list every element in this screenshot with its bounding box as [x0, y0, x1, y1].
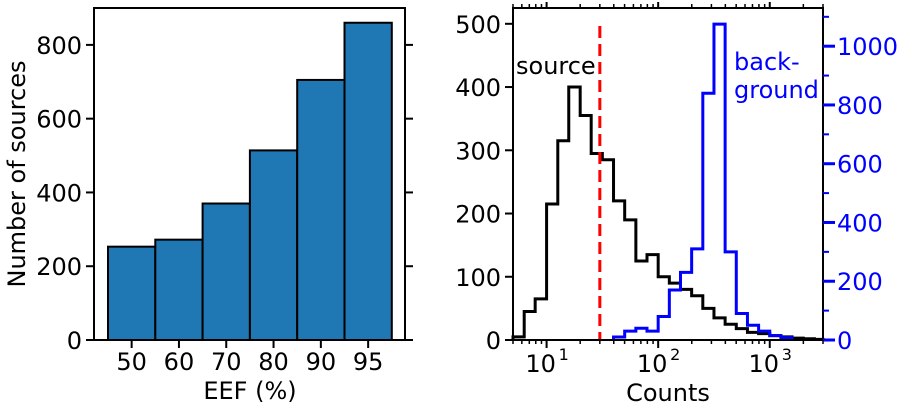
right-x-axis-label: Counts — [626, 379, 710, 407]
source-annotation: source — [516, 52, 596, 80]
right-left-y-ticks: 0 100 200 300 400 500 — [455, 11, 513, 355]
series-group — [511, 22, 825, 341]
y-tick-label: 800 — [36, 32, 82, 60]
x-tick-exponent: 1 — [559, 345, 569, 364]
y-tick-label: 400 — [36, 179, 82, 207]
bar — [154, 238, 204, 341]
x-tick-label: 90 — [306, 348, 337, 376]
x-tick-label: 10 — [637, 350, 668, 378]
x-tick-label: 50 — [116, 348, 147, 376]
left-x-ticks: 50 60 70 80 90 95 — [116, 340, 383, 376]
right-y-tick-label: 200 — [837, 268, 883, 296]
y-tick-label: 200 — [36, 253, 82, 281]
left-y-ticks: 0 200 400 600 800 — [36, 32, 413, 355]
bar — [248, 149, 299, 341]
background-annotation-line1: back- — [734, 48, 800, 76]
bar-group — [107, 21, 393, 342]
y-tick-label: 0 — [486, 327, 501, 355]
left-y-axis-label: Number of sources — [3, 60, 31, 287]
right-x-ticks: 10 1 10 2 10 3 — [512, 2, 824, 378]
right-y-tick-label: 1000 — [837, 33, 898, 61]
x-tick-label: 60 — [164, 348, 195, 376]
y-tick-label: 400 — [455, 74, 501, 102]
background-step-series — [612, 22, 794, 340]
right-plot-frame — [512, 7, 824, 341]
left-x-axis-label: EEF (%) — [203, 377, 296, 405]
bar — [343, 21, 393, 342]
x-tick-exponent: 2 — [670, 345, 680, 364]
y-tick-label: 0 — [67, 327, 82, 355]
x-tick-exponent: 3 — [782, 345, 792, 364]
y-tick-label: 600 — [36, 106, 82, 134]
right-y-tick-label: 800 — [837, 92, 883, 120]
x-tick-label: 80 — [258, 348, 289, 376]
y-tick-label: 300 — [455, 137, 501, 165]
x-tick-label: 10 — [748, 350, 779, 378]
x-tick-label: 70 — [211, 348, 242, 376]
x-tick-label: 10 — [525, 350, 556, 378]
right-y-tick-label: 400 — [837, 209, 883, 237]
y-tick-label: 100 — [455, 264, 501, 292]
right-y-tick-label: 0 — [837, 327, 852, 355]
eef-histogram: 0 200 400 600 800 50 60 70 80 90 95 EEF (%) Numbe… — [3, 7, 413, 405]
bar — [296, 78, 346, 342]
right-right-y-ticks: 0 200 400 600 800 1000 — [823, 15, 898, 355]
y-tick-label: 200 — [455, 201, 501, 229]
bar — [201, 202, 251, 341]
right-y-tick-label: 600 — [837, 151, 883, 179]
bar — [107, 245, 157, 341]
x-tick-label: 95 — [353, 348, 384, 376]
background-annotation-line2: ground — [734, 76, 819, 104]
y-tick-label: 500 — [455, 11, 501, 39]
left-plot-frame — [93, 7, 406, 341]
